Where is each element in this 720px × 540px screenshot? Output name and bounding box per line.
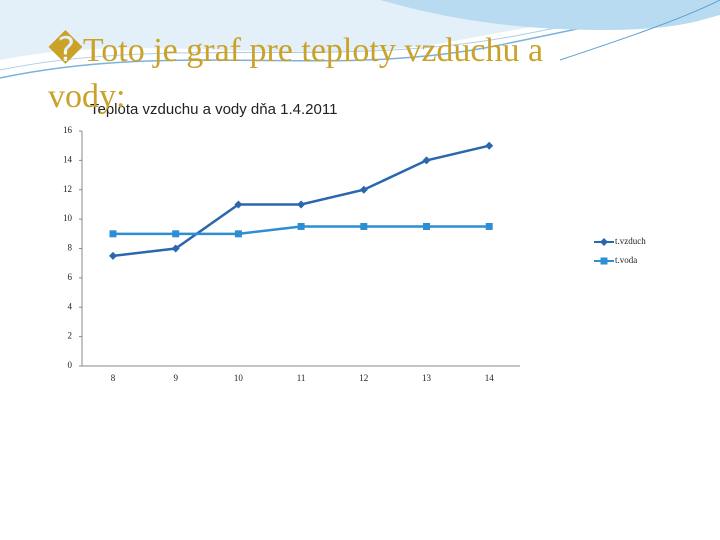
decoration	[0, 0, 720, 79]
legend-label: t.vzduch	[615, 236, 646, 246]
x-tick-label: 8	[111, 373, 116, 383]
data-point	[359, 185, 368, 194]
x-tick-label: 12	[359, 373, 368, 383]
data-point	[485, 222, 493, 230]
data-point	[109, 251, 117, 260]
y-tick-label: 4	[68, 301, 73, 311]
y-tick-label: 0	[68, 360, 73, 370]
y-tick-label: 12	[63, 184, 72, 194]
data-point	[234, 200, 243, 209]
legend-marker	[600, 238, 608, 246]
legend-label: t.voda	[615, 255, 637, 265]
x-tick-label: 11	[297, 373, 306, 383]
data-point	[297, 222, 305, 230]
y-tick-label: 16	[63, 125, 73, 135]
legend-marker	[600, 257, 608, 265]
x-tick-label: 9	[173, 373, 178, 383]
data-point	[109, 230, 117, 238]
data-point	[423, 222, 430, 230]
data-point	[485, 141, 494, 150]
y-tick-label: 2	[68, 331, 73, 341]
y-tick-label: 6	[68, 272, 73, 282]
x-tick-label: 13	[422, 373, 432, 383]
x-tick-label: 10	[234, 373, 244, 383]
data-point	[422, 156, 431, 165]
x-tick-label: 14	[485, 373, 495, 383]
slide-title: �Toto je graf pre teploty vzduchu a vody…	[48, 32, 544, 115]
chart-title: Teplota vzduchu a vody dňa 1.4.2011	[90, 101, 337, 118]
data-point	[171, 244, 180, 253]
y-tick-label: 14	[63, 154, 73, 164]
data-point	[234, 230, 242, 238]
y-tick-label: 8	[68, 243, 73, 253]
data-point	[360, 222, 368, 230]
data-point	[297, 200, 306, 209]
y-tick-label: 10	[63, 213, 73, 223]
data-point	[172, 230, 180, 238]
